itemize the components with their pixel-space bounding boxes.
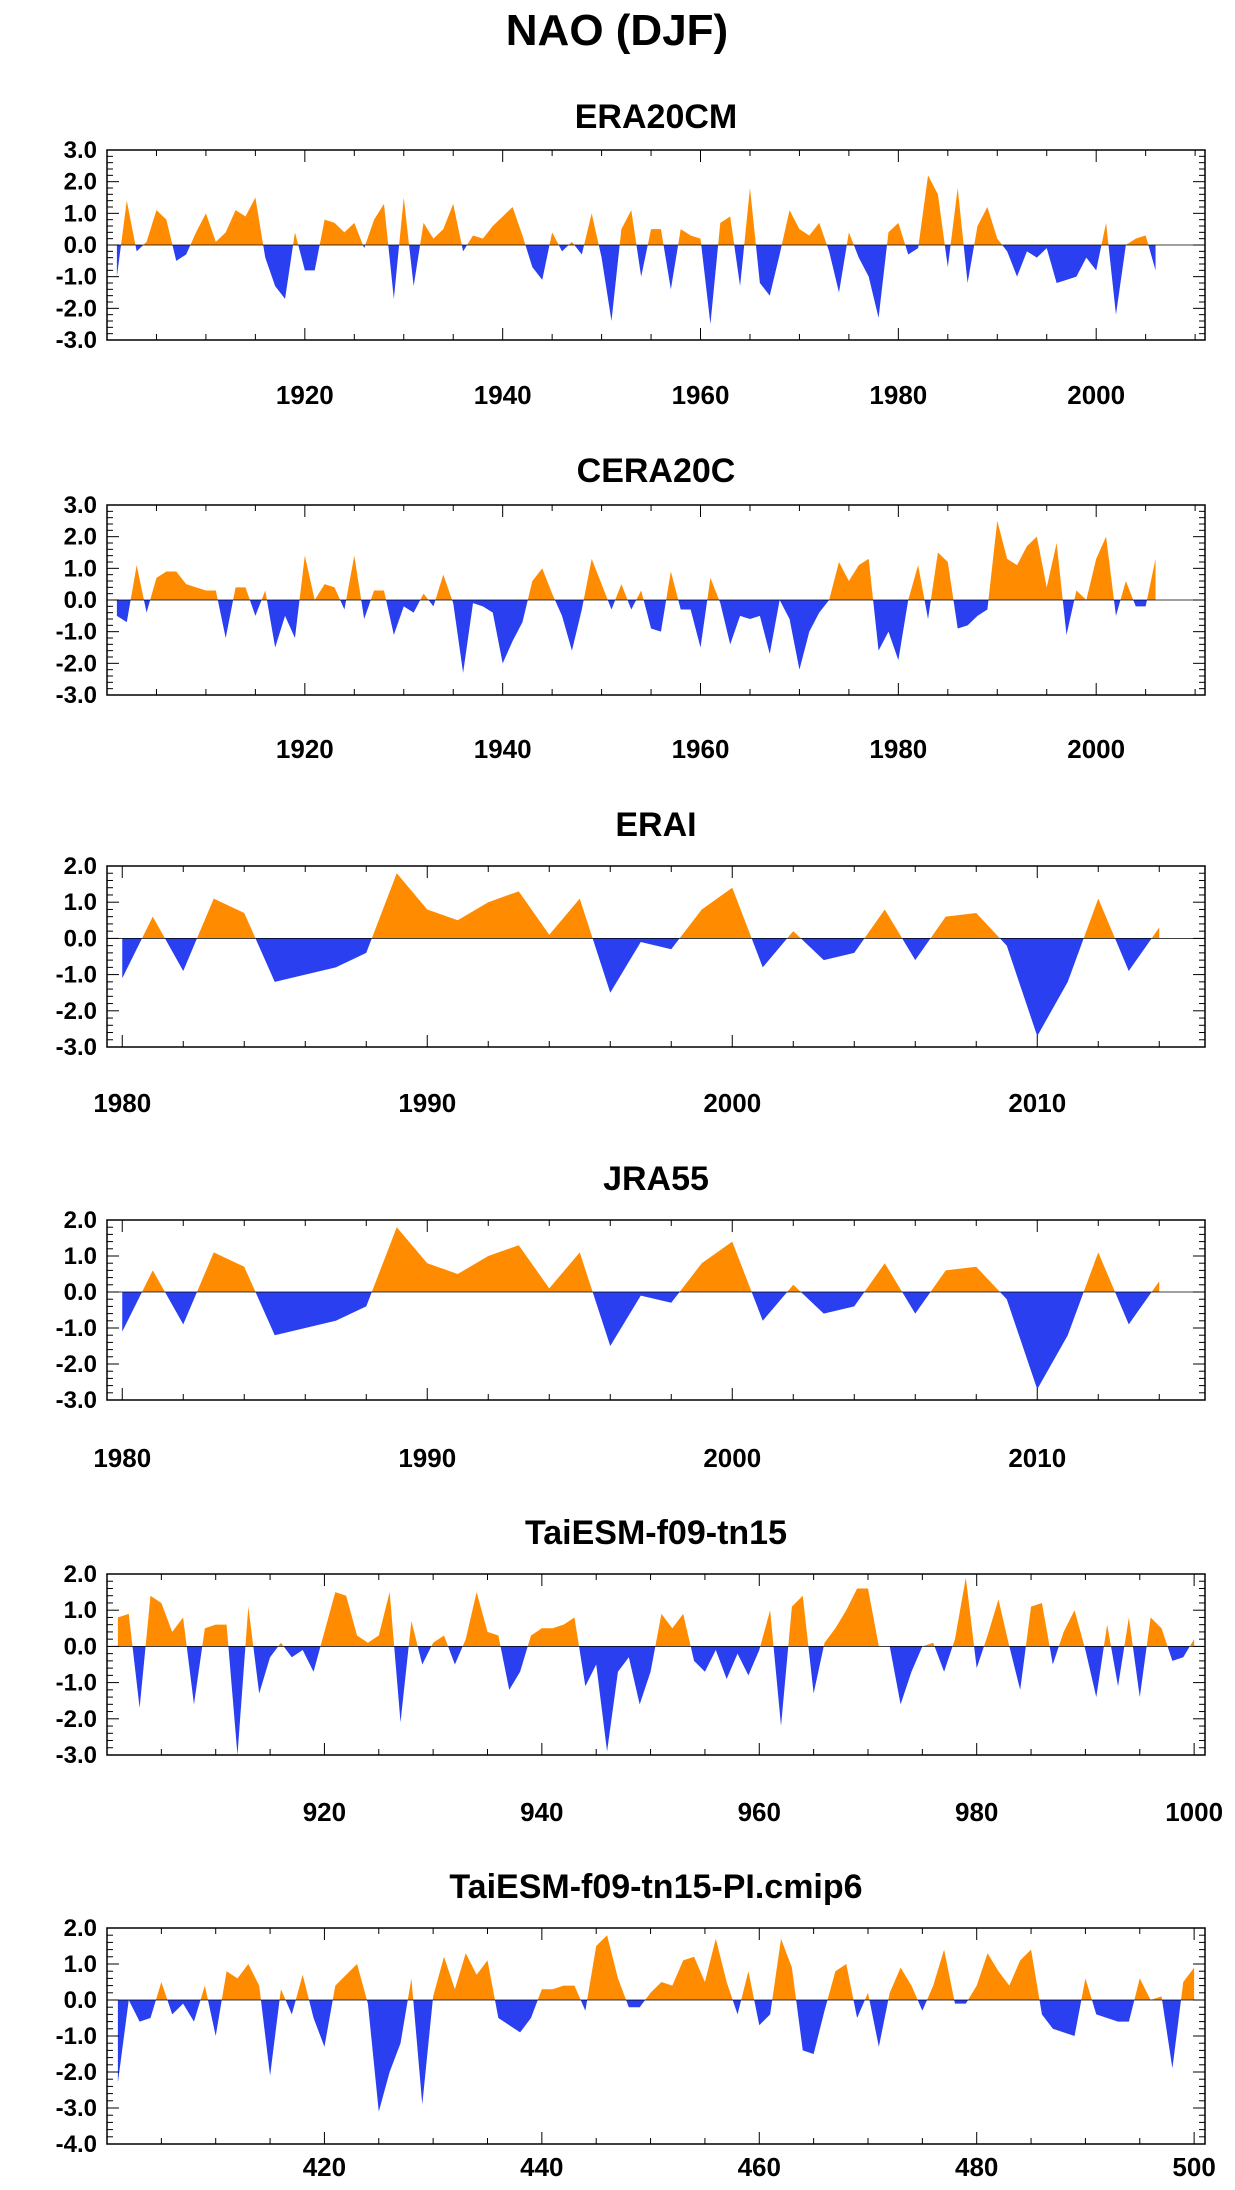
y-tick-label: -3.0 (56, 327, 97, 354)
x-tick-label: 1000 (1165, 1797, 1223, 1827)
y-tick-label: -3.0 (56, 1387, 97, 1414)
y-tick-label: 2.0 (64, 1561, 97, 1588)
y-tick-label: 1.0 (64, 200, 97, 227)
y-tick-label: 1.0 (64, 1951, 97, 1978)
x-tick-label: 1940 (474, 380, 532, 410)
panel-title: CERA20C (577, 452, 736, 490)
x-tick-label: 2010 (1008, 1443, 1066, 1473)
negative-area (116, 245, 1156, 325)
y-tick-label: -2.0 (56, 1351, 97, 1378)
x-tick-label: 2000 (703, 1443, 761, 1473)
panel-title: JRA55 (603, 1160, 709, 1198)
x-tick-label: 420 (303, 2152, 346, 2182)
positive-area (121, 175, 1149, 245)
panel-title: ERAI (615, 806, 696, 844)
y-tick-label: -3.0 (56, 2095, 97, 2122)
x-tick-label: 960 (738, 1797, 781, 1827)
y-tick-label: -2.0 (56, 295, 97, 322)
negative-area (122, 938, 1152, 1037)
y-tick-label: 2.0 (64, 524, 97, 551)
y-tick-label: -1.0 (56, 2023, 97, 2050)
x-tick-label: 1980 (93, 1088, 151, 1118)
plot-frame (106, 1219, 1206, 1401)
y-tick-label: 0.0 (64, 1633, 97, 1660)
y-tick-label: -2.0 (56, 650, 97, 677)
y-tick-label: 2.0 (64, 169, 97, 196)
plot-frame (106, 1573, 1206, 1756)
y-tick-label: 2.0 (64, 1207, 97, 1234)
x-tick-label: 940 (520, 1797, 563, 1827)
negative-area (117, 2000, 1181, 2112)
x-tick-label: 1960 (672, 380, 730, 410)
panel-1: ERA20CM 3.0 2.0 1.0 0.0 -1.0 -2.0 -3.0 1920 1940 1… (56, 98, 1206, 410)
figure-title: NAO (DJF) (506, 6, 728, 55)
y-tick-label: 1.0 (64, 555, 97, 582)
y-tick-label: -1.0 (56, 962, 97, 989)
x-tick-label: 2010 (1008, 1088, 1066, 1118)
positive-area (117, 1577, 1195, 1647)
negative-area (122, 1292, 1152, 1390)
y-tick-label: 0.0 (64, 925, 97, 952)
x-tick-label: 1920 (276, 380, 334, 410)
y-tick-label: -1.0 (56, 1670, 97, 1697)
y-tick-label: -3.0 (56, 682, 97, 709)
y-tick-label: 2.0 (64, 1915, 97, 1942)
y-tick-label: -3.0 (56, 1742, 97, 1769)
x-tick-label: 2000 (703, 1088, 761, 1118)
y-tick-label: 0.0 (64, 232, 97, 259)
x-tick-label: 1980 (93, 1443, 151, 1473)
y-tick-label: -2.0 (56, 2059, 97, 2086)
y-tick-label: 1.0 (64, 1597, 97, 1624)
panel-5: TaiESM-f09-tn15 2.0 1.0 0.0 -1.0 -2.0 -3.0 920 9… (56, 1514, 1223, 1827)
x-tick-label: 500 (1172, 2152, 1215, 2182)
y-tick-label: -2.0 (56, 998, 97, 1025)
y-tick-label: 1.0 (64, 1243, 97, 1270)
y-tick-label: -4.0 (56, 2131, 97, 2158)
panel-title: ERA20CM (575, 98, 737, 136)
x-tick-label: 480 (955, 2152, 998, 2182)
positive-area (130, 520, 1156, 600)
x-tick-label: 1980 (869, 734, 927, 764)
panel-6: TaiESM-f09-tn15-PI.cmip6 2.0 1.0 0.0 -1.0 -2.… (56, 1868, 1216, 2182)
y-tick-label: 3.0 (64, 492, 97, 519)
x-tick-label: 1990 (398, 1443, 456, 1473)
x-tick-label: 440 (520, 2152, 563, 2182)
positive-area (155, 1935, 1195, 2000)
panel-2: CERA20C 3.0 2.0 1.0 0.0 -1.0 -2.0 -3.0 1920 1940 1… (56, 452, 1206, 764)
y-tick-label: 1.0 (64, 889, 97, 916)
y-tick-label: 2.0 (64, 853, 97, 880)
x-tick-label: 2000 (1067, 380, 1125, 410)
negative-area (116, 600, 1147, 673)
x-tick-label: 920 (303, 1797, 346, 1827)
y-tick-label: 0.0 (64, 1279, 97, 1306)
y-tick-label: -1.0 (56, 264, 97, 291)
panel-3: ERAI 2.0 1.0 0.0 -1.0 -2.0 -3.0 1980 1990 2000 201… (56, 806, 1206, 1118)
y-tick-label: -1.0 (56, 619, 97, 646)
x-tick-label: 1940 (474, 734, 532, 764)
x-tick-label: 2000 (1067, 734, 1125, 764)
plot-frame (106, 865, 1206, 1048)
y-tick-label: 0.0 (64, 587, 97, 614)
y-tick-label: -3.0 (56, 1034, 97, 1061)
negative-area (132, 1646, 1190, 1755)
x-tick-label: 1920 (276, 734, 334, 764)
y-tick-label: -1.0 (56, 1315, 97, 1342)
x-tick-label: 980 (955, 1797, 998, 1827)
panel-title: TaiESM-f09-tn15-PI.cmip6 (449, 1868, 862, 1906)
x-tick-label: 1960 (672, 734, 730, 764)
x-tick-label: 1980 (869, 380, 927, 410)
y-tick-label: 3.0 (64, 137, 97, 164)
y-tick-label: 0.0 (64, 1987, 97, 2014)
panel-4: JRA55 2.0 1.0 0.0 -1.0 -2.0 -3.0 1980 1990 2000 20… (56, 1160, 1206, 1473)
positive-area (141, 1227, 1160, 1292)
y-tick-label: -2.0 (56, 1706, 97, 1733)
x-tick-label: 1990 (398, 1088, 456, 1118)
panel-title: TaiESM-f09-tn15 (525, 1514, 787, 1552)
x-tick-label: 460 (738, 2152, 781, 2182)
positive-area (141, 873, 1160, 939)
